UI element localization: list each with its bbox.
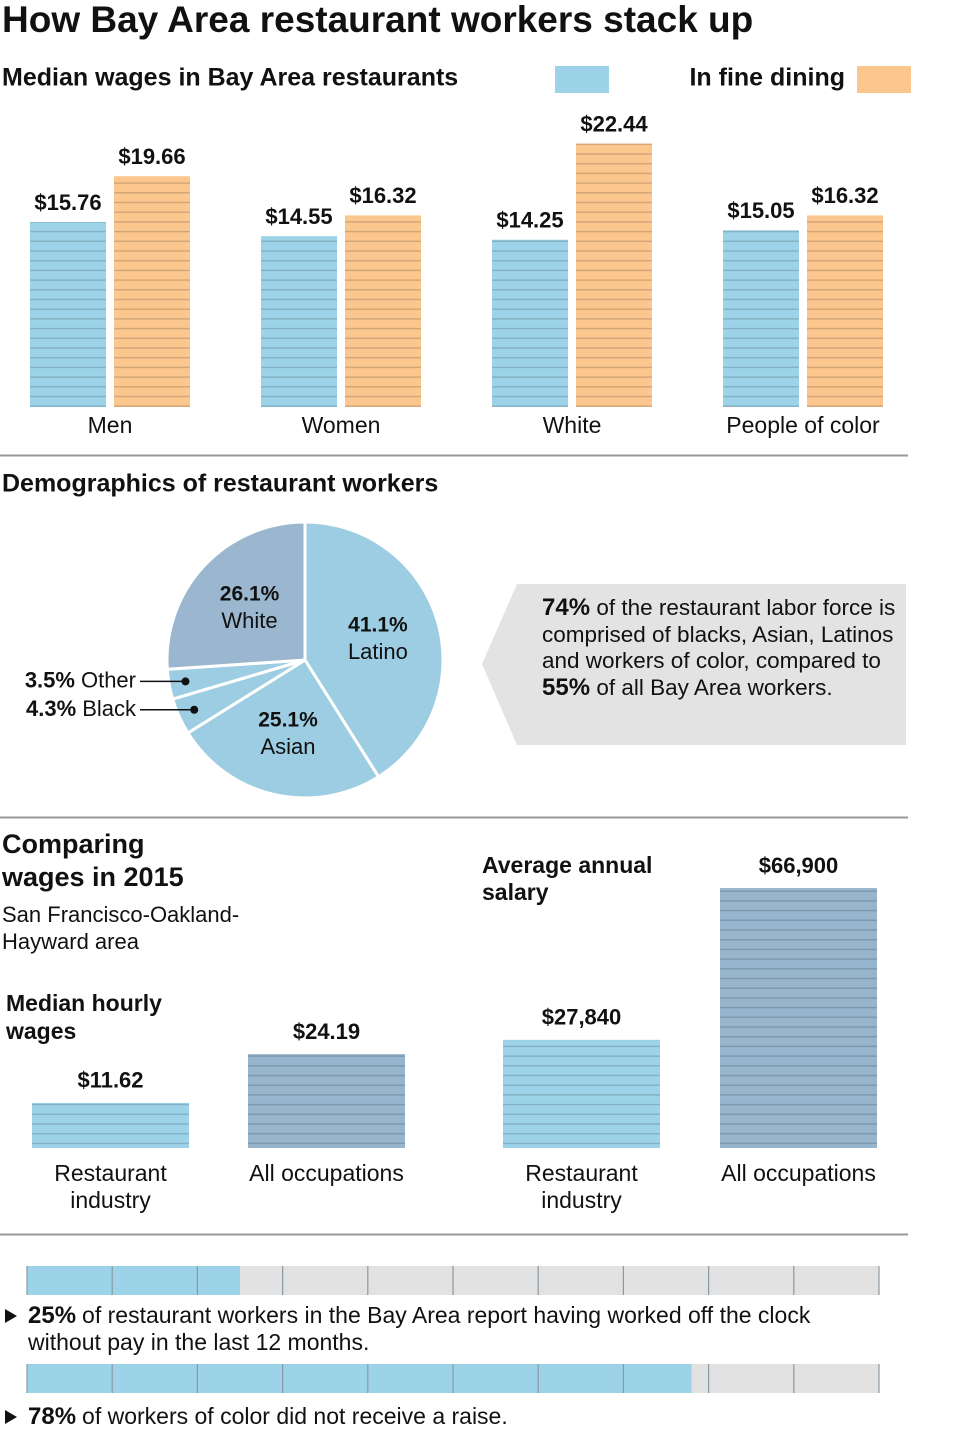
bar: [345, 215, 421, 407]
leader-dot: [181, 677, 190, 686]
slice-value: 25.1%: [258, 709, 318, 732]
callout-box: [482, 584, 906, 745]
bar: [576, 143, 652, 408]
value-label: $16.32: [349, 183, 416, 208]
slice-value: 41.1%: [348, 614, 408, 637]
chart-title: Average annual salary: [482, 852, 653, 905]
progress-value: 78%: [28, 1403, 77, 1430]
slice-category: Other: [81, 667, 136, 692]
bullet-arrow: [5, 1410, 17, 1424]
x-tick-label: Restaurant industry: [54, 1160, 167, 1213]
bar: [32, 1102, 189, 1148]
bar: [248, 1054, 405, 1148]
bar: [723, 230, 799, 407]
slice-label: Asian: [260, 734, 315, 759]
value-label: $15.76: [34, 190, 101, 215]
bar: [720, 888, 877, 1148]
slice-label: White: [221, 608, 277, 633]
progress-text: 25% of restaurant workers in the Bay Area…: [28, 1302, 888, 1356]
bar: [261, 236, 337, 407]
legend-label: Median wages in Bay Area restaurants: [2, 64, 458, 92]
value-label: $24.19: [293, 1019, 360, 1044]
legend-swatch: [555, 66, 609, 93]
callout-number: 74%: [542, 594, 591, 621]
value-label: $66,900: [759, 853, 839, 878]
x-tick-label: People of color: [726, 412, 880, 438]
slice-label: 4.3% Black: [26, 696, 137, 721]
pie-slice: [165, 520, 307, 671]
progress-value: 25%: [28, 1302, 77, 1329]
bar: [503, 1039, 660, 1148]
page-title: How Bay Area restaurant workers stack up: [2, 0, 753, 40]
x-tick-label: Men: [88, 412, 133, 438]
legend-swatch: [857, 66, 911, 93]
value-label: $27,840: [542, 1005, 622, 1030]
callout-text: of all Bay Area workers.: [596, 674, 833, 700]
x-tick-label: All occupations: [721, 1160, 876, 1186]
x-tick-label: Women: [302, 412, 381, 438]
progress-label: of workers of color did not receive a ra…: [82, 1403, 508, 1429]
chart-title: Median hourly wages: [6, 990, 162, 1044]
progress-bar: [27, 1364, 692, 1393]
value-label: $14.25: [496, 208, 563, 233]
callout-text: 74% of the restaurant labor force is com…: [542, 594, 897, 701]
bar: [30, 221, 106, 407]
legend-label: In fine dining: [689, 64, 845, 92]
value-label: $16.32: [811, 183, 878, 208]
value-label: $15.05: [727, 198, 794, 223]
callout-text: of the restaurant labor force is compris…: [542, 595, 896, 673]
slice-category: Black: [82, 696, 137, 721]
value-label: $11.62: [77, 1068, 143, 1093]
slice-label: Latino: [348, 639, 408, 664]
section-title: Comparing wages in 2015: [2, 829, 184, 892]
bar: [492, 239, 568, 407]
bar: [114, 176, 190, 407]
bar: [807, 215, 883, 407]
progress-text: 78% of workers of color did not receive a…: [28, 1403, 888, 1430]
x-tick-label: Restaurant industry: [525, 1160, 638, 1213]
callout-number: 55%: [542, 673, 591, 701]
section-subtitle: San Francisco-Oakland-Hayward area: [2, 902, 240, 954]
pie-slice: [185, 657, 381, 800]
value-label: $19.66: [118, 144, 185, 169]
slice-value: 26.1%: [220, 583, 280, 606]
bullet-arrow: [5, 1309, 17, 1323]
slice-label: 3.5% Other: [25, 667, 136, 692]
value-label: $22.44: [580, 111, 648, 136]
chart-title: Demographics of restaurant workers: [2, 470, 438, 498]
progress-label: of restaurant workers in the Bay Area re…: [28, 1302, 811, 1355]
slice-value: 3.5%: [25, 667, 75, 692]
x-tick-label: All occupations: [249, 1160, 404, 1186]
leader-dot: [190, 705, 199, 714]
x-tick-label: White: [543, 412, 602, 438]
value-label: $14.55: [265, 204, 332, 229]
slice-value: 4.3%: [26, 696, 76, 721]
progress-bar: [27, 1266, 240, 1295]
